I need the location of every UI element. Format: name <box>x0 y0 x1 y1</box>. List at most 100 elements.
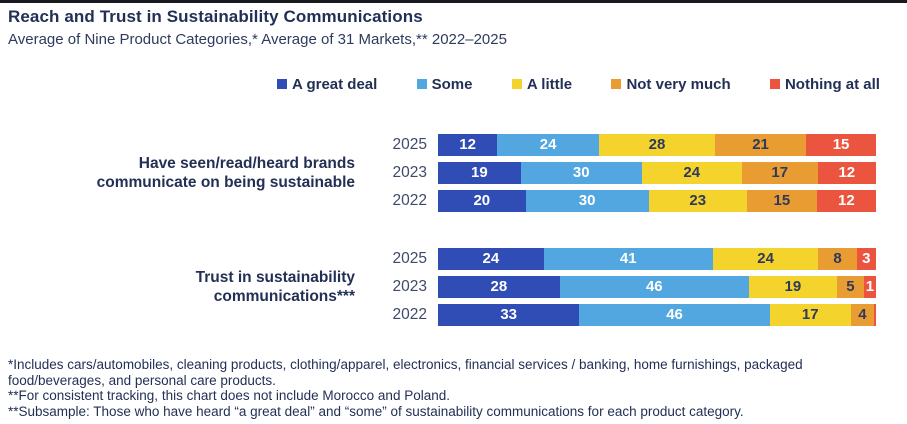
bar-segment-value: 8 <box>833 250 842 267</box>
bar-segment-nothing-at-all <box>874 304 876 326</box>
year-label: 2023 <box>392 278 427 295</box>
legend-item-a-little: A little <box>511 75 573 93</box>
bar-segment-value: 24 <box>539 136 557 153</box>
legend-marker-not-very-much <box>611 79 622 89</box>
group-label-line: Trust in sustainability <box>195 269 355 286</box>
bar-segment-nothing-at-all: 15 <box>806 134 876 156</box>
bar-segment-value: 5 <box>846 278 855 295</box>
bar-row-2022: 2022 33 46 17 4 <box>385 304 876 326</box>
bar-segment-a-little: 23 <box>648 190 747 212</box>
bar-segment-value: 12 <box>459 136 476 153</box>
bar-segment-nothing-at-all: 3 <box>856 248 876 270</box>
bar-segment-not-very-much: 17 <box>741 162 818 184</box>
legend-label: Nothing at all <box>784 75 880 93</box>
bar-segment-value: 17 <box>801 306 819 323</box>
bar-row-2023: 2023 19 30 24 17 12 <box>385 162 876 184</box>
legend: A great deal Some A little Not very much Not… <box>277 75 880 93</box>
bar-segment-a-little: 28 <box>599 134 715 156</box>
bar-segment-some: 30 <box>520 162 642 184</box>
legend-marker-a-great-deal <box>277 79 287 89</box>
footnote: *Includes cars/automobiles, cleaning pro… <box>8 357 803 388</box>
footnote: **For consistent tracking, this chart do… <box>8 388 450 403</box>
group-label-line: communications*** <box>213 288 355 305</box>
legend-label: A little <box>526 75 573 93</box>
top-border <box>0 0 907 3</box>
bar-segment-nothing-at-all: 12 <box>817 162 876 184</box>
bar-segment-value: 28 <box>490 278 508 295</box>
bar-segment-not-very-much: 4 <box>850 304 875 326</box>
stacked-bar: 19 30 24 17 12 <box>438 162 876 184</box>
year-label: 2025 <box>392 136 427 153</box>
group-label-line: communicate on being sustainable <box>96 174 355 191</box>
bar-segment-value: 19 <box>471 164 488 181</box>
legend-marker-a-little <box>511 79 522 89</box>
stacked-bar: 28 46 19 5 1 <box>438 276 876 298</box>
bar-segment-value: 21 <box>752 136 769 153</box>
legend-item-nothing-at-all: Nothing at all <box>769 75 880 93</box>
bar-row-2022: 2022 20 30 23 15 12 <box>385 190 876 212</box>
bar-segment-value: 33 <box>500 306 517 323</box>
bar-segment-some: 30 <box>525 190 649 212</box>
stacked-bar: 33 46 17 4 <box>438 304 876 326</box>
bar-segment-a-little: 17 <box>769 304 851 326</box>
bar-segment-some: 24 <box>497 134 600 156</box>
bar-segment-value: 1 <box>865 278 875 295</box>
bar-segment-value: 23 <box>689 192 707 209</box>
legend-item-not-very-much: Not very much <box>611 75 731 93</box>
bar-segment-not-very-much: 5 <box>836 276 864 298</box>
chart-subtitle: Average of Nine Product Categories,* Ave… <box>8 31 507 48</box>
bar-segment-some: 46 <box>559 276 749 298</box>
legend-marker-some <box>416 79 427 89</box>
year-label: 2025 <box>392 250 427 267</box>
bar-segment-value: 17 <box>771 164 789 181</box>
bar-segment-some: 46 <box>579 304 770 326</box>
bar-segment-a-little: 19 <box>748 276 837 298</box>
bar-segment-value: 4 <box>858 306 867 323</box>
bar-segment-value: 3 <box>862 250 871 267</box>
bar-segment-value: 30 <box>578 192 596 209</box>
bar-segment-nothing-at-all: 12 <box>816 190 876 212</box>
bar-row-2025: 2025 12 24 28 21 15 <box>385 134 876 156</box>
year-label: 2022 <box>392 306 427 323</box>
bar-segment-value: 46 <box>666 306 683 323</box>
legend-marker-nothing-at-all <box>769 79 780 89</box>
legend-item-a-great-deal: A great deal <box>277 76 377 93</box>
bar-row-2025: 2025 24 41 24 8 3 <box>385 248 876 270</box>
bar-segment-value: 28 <box>648 136 666 153</box>
bar-rows: 2025 12 24 28 21 15 2023 19 30 24 17 12 2022 20 30 23 15… <box>385 134 876 212</box>
year-label: 2023 <box>392 164 427 181</box>
bar-segment-value: 20 <box>473 192 491 209</box>
bar-segment-a-great-deal: 24 <box>438 248 544 270</box>
bar-segment-value: 41 <box>619 250 637 267</box>
bar-segment-value: 12 <box>838 164 856 181</box>
bar-segment-value: 15 <box>832 136 850 153</box>
stacked-bar: 20 30 23 15 12 <box>438 190 876 212</box>
bar-segment-a-great-deal: 19 <box>438 162 521 184</box>
bar-segment-a-great-deal: 20 <box>438 190 526 212</box>
stacked-bar: 24 41 24 8 3 <box>438 248 876 270</box>
group-label-line: Have seen/read/heard brands <box>138 155 355 172</box>
stacked-bar: 12 24 28 21 15 <box>438 134 876 156</box>
bar-segment-value: 15 <box>773 192 791 209</box>
bar-group-seen-read-heard: Have seen/read/heard brands communicate o… <box>0 134 907 212</box>
bar-segment-value: 24 <box>757 250 774 267</box>
bar-segment-not-very-much: 15 <box>746 190 817 212</box>
bar-group-trust: Trust in sustainability communications***… <box>0 248 907 326</box>
bar-segment-nothing-at-all: 1 <box>863 276 876 298</box>
bar-segment-a-great-deal: 33 <box>438 304 580 326</box>
legend-label: Some <box>431 75 473 93</box>
footnote: **Subsample: Those who have heard “a gre… <box>8 403 744 419</box>
legend-item-some: Some <box>416 75 473 93</box>
bar-segment-not-very-much: 21 <box>714 134 807 156</box>
group-label: Trust in sustainability communications*** <box>8 268 355 306</box>
group-label: Have seen/read/heard brands communicate o… <box>8 154 355 192</box>
bar-segment-value: 46 <box>645 278 663 295</box>
bar-rows: 2025 24 41 24 8 3 2023 28 46 19 5 1 2022 33 46 17 4 <box>385 248 876 326</box>
legend-label: Not very much <box>626 75 731 93</box>
bar-segment-value: 19 <box>784 278 802 295</box>
bar-segment-value: 24 <box>683 164 701 181</box>
bar-segment-value: 12 <box>838 192 855 209</box>
chart-title: Reach and Trust in Sustainability Commun… <box>8 7 423 26</box>
footnotes: *Includes cars/automobiles, cleaning pro… <box>8 357 896 419</box>
